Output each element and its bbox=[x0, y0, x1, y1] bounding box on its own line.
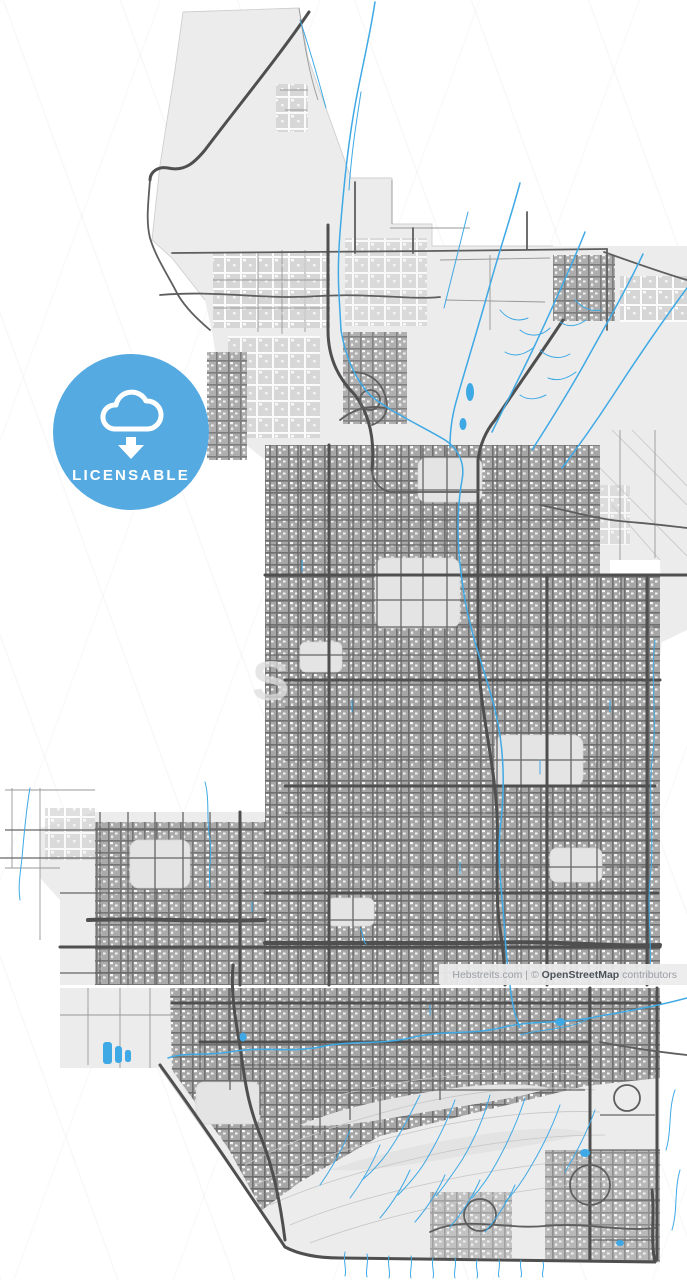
roads-grid-layer bbox=[0, 445, 660, 1241]
attribution-site-link[interactable]: Hebstreits.com bbox=[452, 968, 523, 981]
attribution-separator: | © bbox=[522, 968, 542, 981]
licensable-badge[interactable]: LICENSABLE bbox=[53, 354, 209, 510]
licensable-label: LICENSABLE bbox=[72, 466, 190, 484]
cloud-download-icon bbox=[100, 389, 164, 459]
roads-minor-layer bbox=[5, 7, 656, 1068]
contours-layer bbox=[244, 429, 687, 1244]
attribution-osm-link[interactable]: OpenStreetMap bbox=[541, 968, 620, 981]
roads-major-layer bbox=[58, 10, 687, 1264]
mountain-streams-layer bbox=[319, 1089, 681, 1279]
attribution-suffix: contributors bbox=[619, 968, 677, 981]
attribution-bar: Hebstreits.com | © OpenStreetMap contrib… bbox=[439, 964, 687, 985]
water-layer bbox=[18, 1, 687, 1246]
